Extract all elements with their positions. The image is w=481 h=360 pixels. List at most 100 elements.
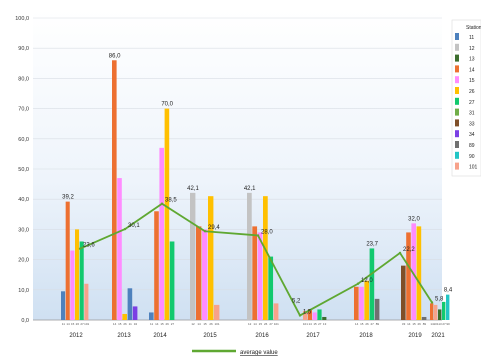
bar-sublabel: 14 bbox=[355, 322, 359, 326]
legend-swatch-89 bbox=[455, 141, 459, 148]
average-point bbox=[160, 202, 164, 205]
bar-2017-15 bbox=[312, 312, 317, 320]
bar-sublabel: 26 bbox=[166, 322, 170, 326]
average-data-label: 29,4 bbox=[208, 225, 220, 231]
bar-sublabel: 101 bbox=[433, 322, 438, 326]
y-tick-label: 70,0 bbox=[18, 107, 29, 113]
bar-2016-27 bbox=[268, 256, 274, 320]
bar-sublabel: 14 bbox=[197, 322, 201, 326]
data-label: 5,2 bbox=[292, 298, 301, 304]
bar-2015-14 bbox=[196, 226, 202, 320]
legend-label-12: 12 bbox=[469, 46, 475, 52]
bar-sublabel: 14 bbox=[253, 322, 257, 326]
data-label: 23,7 bbox=[366, 241, 378, 247]
bar-2015-101 bbox=[214, 304, 220, 320]
legend-label-34: 34 bbox=[469, 132, 475, 138]
legend-label-26: 26 bbox=[469, 89, 475, 95]
bar-2014-15 bbox=[159, 147, 164, 320]
bar-2012-14 bbox=[65, 201, 70, 320]
bar-2021-101 bbox=[434, 304, 438, 320]
bar-2013-14 bbox=[112, 60, 117, 320]
bar-sublabel: 11 bbox=[62, 322, 65, 326]
bar-2019-15 bbox=[411, 223, 416, 320]
category-label: 2013 bbox=[117, 333, 131, 339]
bar-2016-26 bbox=[263, 196, 268, 320]
bar-2014-11 bbox=[149, 312, 154, 320]
data-label: 42,1 bbox=[187, 186, 199, 192]
bar-sublabel: 89 bbox=[376, 322, 380, 326]
bar-sublabel: 101 bbox=[84, 322, 89, 326]
bar-2012-26 bbox=[75, 229, 80, 320]
bar-2014-14 bbox=[154, 211, 159, 320]
y-tick-label: 0,0 bbox=[21, 318, 29, 324]
bar-sublabel: 26 bbox=[76, 322, 80, 326]
average-data-label: 5,8 bbox=[435, 296, 444, 302]
bar-2018-15 bbox=[359, 286, 364, 320]
legend-swatch-33 bbox=[455, 119, 459, 127]
bar-sublabel: 101 bbox=[274, 322, 279, 326]
bar-2017-27 bbox=[317, 309, 322, 320]
bar-sublabel: 101 bbox=[303, 322, 308, 326]
y-tick-label: 40,0 bbox=[18, 197, 29, 203]
average-data-label: 12,0 bbox=[361, 278, 373, 284]
bar-sublabel: 13 bbox=[323, 322, 327, 326]
average-point bbox=[430, 301, 434, 304]
bar-2012-15 bbox=[70, 250, 75, 320]
bar-2012-11 bbox=[61, 291, 66, 320]
bar-2015-12 bbox=[190, 192, 196, 320]
y-tick-label: 90,0 bbox=[18, 46, 29, 52]
plot-background bbox=[33, 10, 442, 320]
y-tick-label: 60,0 bbox=[18, 137, 29, 143]
average-point bbox=[298, 314, 302, 317]
bar-2018-27 bbox=[369, 248, 375, 320]
bar-2016-15 bbox=[257, 232, 263, 320]
bar-sublabel: 14 bbox=[309, 322, 313, 326]
average-point bbox=[356, 282, 360, 285]
bar-sublabel: 15 bbox=[118, 322, 122, 326]
bar-sublabel: 15 bbox=[360, 322, 364, 326]
legend-swatch-13 bbox=[455, 54, 459, 62]
bar-2012-101 bbox=[84, 283, 89, 320]
bar-sublabel: 26 bbox=[123, 322, 127, 326]
legend-swatch-31 bbox=[455, 108, 459, 116]
average-data-label: 30,1 bbox=[128, 223, 140, 229]
bar-2014-27 bbox=[169, 241, 175, 320]
bar-2013-26 bbox=[122, 313, 127, 320]
bar-sublabel: 101 bbox=[214, 322, 219, 326]
bar-sublabel: 12 bbox=[248, 322, 252, 326]
bar-sublabel: 15 bbox=[203, 322, 207, 326]
bar-sublabel: 14 bbox=[66, 322, 70, 326]
bar-2021-13 bbox=[438, 309, 442, 320]
bar-2017-101 bbox=[303, 310, 308, 320]
bar-sublabel: 14 bbox=[407, 322, 411, 326]
bar-sublabel: 15 bbox=[160, 322, 164, 326]
legend-label-90: 90 bbox=[469, 154, 475, 160]
bar-2019-26 bbox=[416, 226, 422, 320]
category-label: 2015 bbox=[203, 333, 217, 339]
bar-2012-27 bbox=[79, 241, 84, 320]
bar-2021-90 bbox=[446, 294, 450, 320]
category-label: 2016 bbox=[255, 333, 269, 339]
legend-swatch-27 bbox=[455, 97, 459, 105]
data-label: 70,0 bbox=[161, 102, 173, 108]
bar-sublabel: 14 bbox=[113, 322, 117, 326]
legend-label-101: 101 bbox=[469, 165, 478, 171]
y-tick-label: 100,0 bbox=[15, 16, 29, 22]
legend-swatch-14 bbox=[455, 65, 459, 73]
bar-2016-14 bbox=[252, 226, 258, 320]
bar-sublabel: 27 bbox=[80, 322, 84, 326]
data-label: 8,4 bbox=[444, 288, 453, 294]
average-data-label: 1,5 bbox=[303, 309, 312, 315]
category-label: 2018 bbox=[359, 333, 373, 339]
bar-2013-34 bbox=[132, 306, 138, 320]
bar-sublabel: 27 bbox=[269, 322, 273, 326]
category-label: 2012 bbox=[69, 333, 83, 339]
bar-sublabel: 90 bbox=[446, 322, 450, 326]
legend-label-14: 14 bbox=[469, 67, 475, 73]
legend-label-11: 11 bbox=[469, 35, 474, 41]
bar-sublabel: 15 bbox=[71, 322, 75, 326]
bar-2018-89 bbox=[374, 298, 380, 320]
legend-swatch-34 bbox=[455, 130, 459, 138]
bar-2015-15 bbox=[202, 229, 208, 320]
